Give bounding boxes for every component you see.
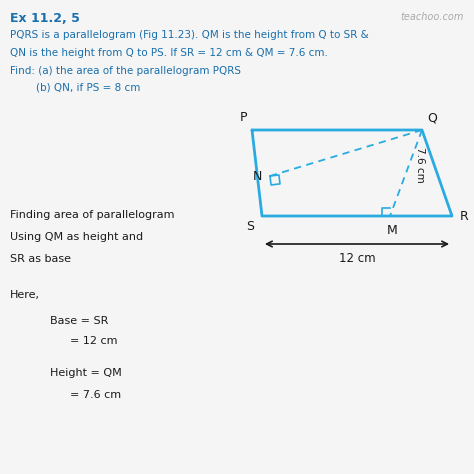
Text: = 12 cm: = 12 cm: [70, 336, 118, 346]
Text: SR as base: SR as base: [10, 254, 71, 264]
Text: Finding area of parallelogram: Finding area of parallelogram: [10, 210, 174, 220]
Text: (b) QN, if PS = 8 cm: (b) QN, if PS = 8 cm: [10, 82, 140, 92]
Text: Q: Q: [427, 111, 437, 124]
Text: Using QM as height and: Using QM as height and: [10, 232, 143, 242]
Text: N: N: [253, 170, 262, 182]
Text: 12 cm: 12 cm: [339, 252, 375, 265]
Text: PQRS is a parallelogram (Fig 11.23). QM is the height from Q to SR &: PQRS is a parallelogram (Fig 11.23). QM …: [10, 30, 369, 40]
Text: Height = QM: Height = QM: [50, 368, 122, 378]
Text: Ex 11.2, 5: Ex 11.2, 5: [10, 12, 80, 25]
Text: P: P: [239, 111, 247, 124]
Text: Base = SR: Base = SR: [50, 316, 109, 326]
Text: = 7.6 cm: = 7.6 cm: [70, 390, 121, 400]
Text: S: S: [246, 220, 254, 233]
Text: Find: (a) the area of the parallelogram PQRS: Find: (a) the area of the parallelogram …: [10, 66, 241, 76]
Text: Here,: Here,: [10, 290, 40, 300]
Text: 7.6 cm: 7.6 cm: [415, 147, 425, 183]
Text: R: R: [460, 210, 469, 222]
Text: M: M: [387, 224, 397, 237]
Text: QN is the height from Q to PS. If SR = 12 cm & QM = 7.6 cm.: QN is the height from Q to PS. If SR = 1…: [10, 48, 328, 58]
Text: teachoo.com: teachoo.com: [401, 12, 464, 22]
